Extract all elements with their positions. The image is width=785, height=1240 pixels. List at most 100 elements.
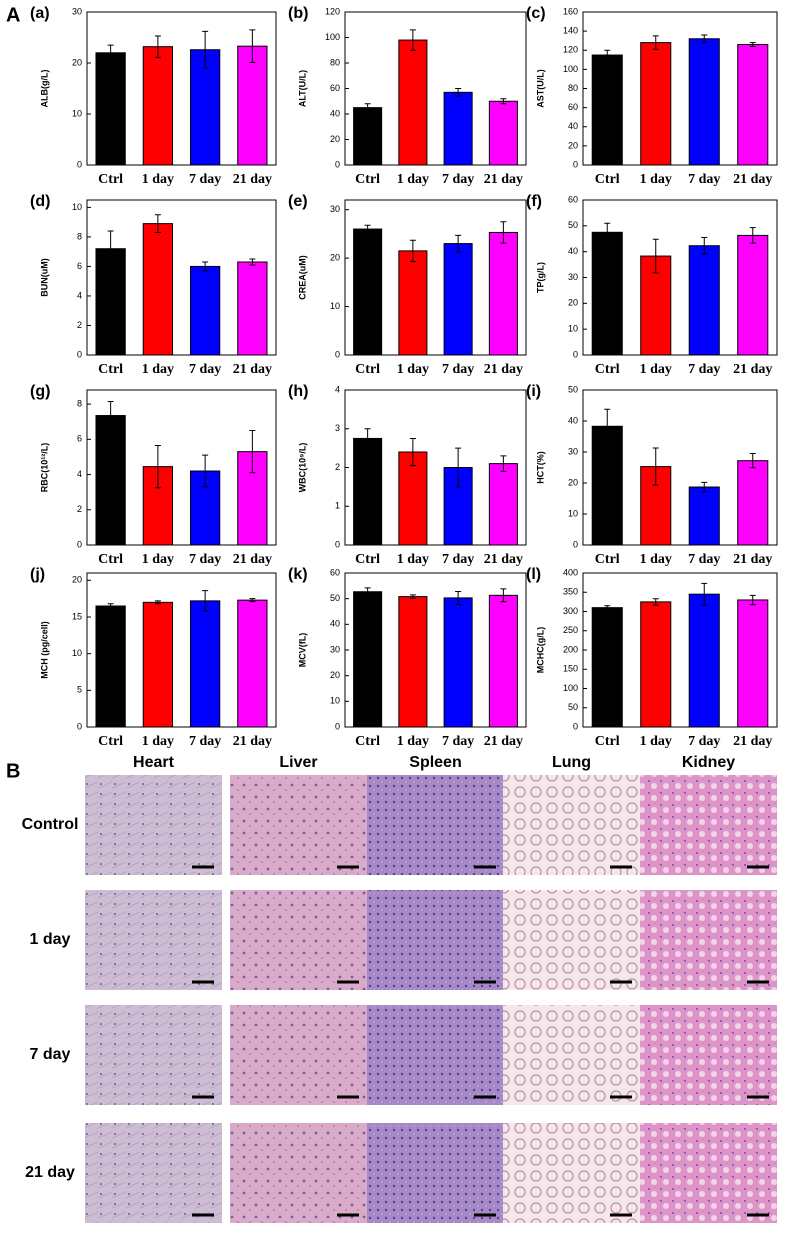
error-bar bbox=[652, 35, 659, 50]
y-tick-label: 160 bbox=[563, 6, 578, 16]
x-tick-label: 1 day bbox=[640, 552, 672, 567]
x-tick-label: 7 day bbox=[442, 734, 474, 749]
histology-image bbox=[640, 1005, 777, 1105]
panel-label: (k) bbox=[288, 566, 308, 583]
panel-label: (a) bbox=[30, 5, 50, 22]
y-axis-label: ALB(g/L) bbox=[39, 70, 49, 108]
bar bbox=[398, 39, 428, 166]
error-bar bbox=[364, 428, 371, 449]
x-tick-label: 7 day bbox=[442, 172, 474, 187]
y-tick-label: 100 bbox=[563, 64, 578, 74]
x-tick-label: Ctrl bbox=[98, 552, 123, 567]
x-tick-label: 7 day bbox=[688, 734, 720, 749]
histology-image bbox=[85, 775, 222, 875]
y-tick-label: 8 bbox=[77, 398, 82, 408]
y-tick-label: 40 bbox=[568, 246, 578, 256]
y-tick-label: 0 bbox=[77, 539, 82, 549]
y-tick-label: 20 bbox=[330, 670, 340, 680]
bar bbox=[189, 600, 221, 728]
histology-image bbox=[640, 775, 777, 875]
y-tick-label: 20 bbox=[330, 134, 340, 144]
plot-frame bbox=[344, 199, 527, 356]
error-bar bbox=[749, 227, 756, 244]
x-tick-label: Ctrl bbox=[98, 172, 123, 187]
bar bbox=[353, 591, 383, 728]
error-bar bbox=[107, 230, 114, 267]
bar bbox=[398, 250, 428, 356]
x-tick-label: Ctrl bbox=[595, 172, 620, 187]
error-bar bbox=[652, 598, 659, 606]
y-tick-label: 0 bbox=[77, 349, 82, 359]
column-header: Spleen bbox=[409, 754, 461, 771]
bar bbox=[142, 601, 174, 728]
y-tick-label: 0 bbox=[77, 159, 82, 169]
histology-image bbox=[640, 1123, 777, 1223]
panel-label: (b) bbox=[288, 5, 308, 22]
bar bbox=[95, 605, 126, 728]
x-tick-label: 1 day bbox=[142, 734, 174, 749]
histology-image bbox=[85, 890, 222, 990]
y-tick-label: 30 bbox=[568, 272, 578, 282]
bar bbox=[237, 261, 268, 356]
error-bar bbox=[107, 44, 114, 61]
bar bbox=[142, 46, 174, 166]
x-tick-label: Ctrl bbox=[98, 734, 123, 749]
column-header: Kidney bbox=[682, 754, 735, 771]
bar bbox=[237, 45, 268, 166]
y-tick-label: 10 bbox=[330, 301, 340, 311]
bar bbox=[142, 223, 174, 356]
row-label: 7 day bbox=[30, 1046, 71, 1063]
panel-label: (f) bbox=[526, 193, 542, 210]
x-tick-label: 21 day bbox=[733, 362, 772, 377]
y-tick-label: 100 bbox=[325, 32, 340, 42]
error-bar bbox=[604, 222, 611, 242]
x-tick-label: 7 day bbox=[189, 172, 221, 187]
error-bar bbox=[409, 29, 416, 51]
y-axis-label: CREA(uM) bbox=[297, 255, 307, 300]
column-header: Liver bbox=[279, 754, 317, 771]
y-tick-label: 10 bbox=[330, 696, 340, 706]
y-tick-label: 60 bbox=[568, 194, 578, 204]
y-tick-label: 0 bbox=[573, 539, 578, 549]
x-tick-label: 1 day bbox=[397, 172, 429, 187]
bar bbox=[737, 460, 769, 546]
y-tick-label: 0 bbox=[77, 721, 82, 731]
y-axis-label: ALT(U/L) bbox=[297, 70, 307, 107]
histology-image bbox=[503, 775, 640, 875]
error-bar bbox=[500, 588, 507, 603]
y-axis-label: WBC(10⁹/L) bbox=[297, 443, 307, 493]
x-tick-label: Ctrl bbox=[355, 552, 380, 567]
y-tick-label: 30 bbox=[330, 644, 340, 654]
x-tick-label: 1 day bbox=[640, 734, 672, 749]
bar bbox=[640, 601, 672, 728]
y-tick-label: 30 bbox=[72, 6, 82, 16]
y-tick-label: 50 bbox=[330, 593, 340, 603]
error-bar bbox=[749, 42, 756, 47]
y-tick-label: 120 bbox=[325, 6, 340, 16]
error-bar bbox=[500, 455, 507, 472]
histology-image bbox=[85, 1005, 222, 1105]
plot-frame bbox=[582, 199, 778, 356]
bar bbox=[488, 100, 518, 166]
error-bar bbox=[701, 34, 708, 44]
y-tick-label: 40 bbox=[568, 415, 578, 425]
y-axis-label: MCV(fL) bbox=[297, 633, 307, 668]
x-tick-label: 7 day bbox=[189, 734, 221, 749]
x-tick-label: 21 day bbox=[233, 734, 272, 749]
error-bar bbox=[409, 437, 416, 467]
bar bbox=[353, 107, 383, 166]
x-tick-label: 21 day bbox=[733, 172, 772, 187]
histology-image bbox=[367, 775, 504, 875]
bar bbox=[688, 486, 720, 546]
error-bar bbox=[604, 408, 611, 444]
y-tick-label: 400 bbox=[563, 567, 578, 577]
histology-image bbox=[230, 1123, 367, 1223]
bar bbox=[95, 415, 126, 546]
y-tick-label: 15 bbox=[72, 611, 82, 621]
x-tick-label: 1 day bbox=[397, 362, 429, 377]
x-tick-label: 7 day bbox=[442, 362, 474, 377]
y-axis-label: RBC(10¹²/L) bbox=[39, 443, 49, 493]
y-tick-label: 4 bbox=[77, 290, 82, 300]
y-tick-label: 0 bbox=[335, 539, 340, 549]
y-tick-label: 2 bbox=[335, 462, 340, 472]
